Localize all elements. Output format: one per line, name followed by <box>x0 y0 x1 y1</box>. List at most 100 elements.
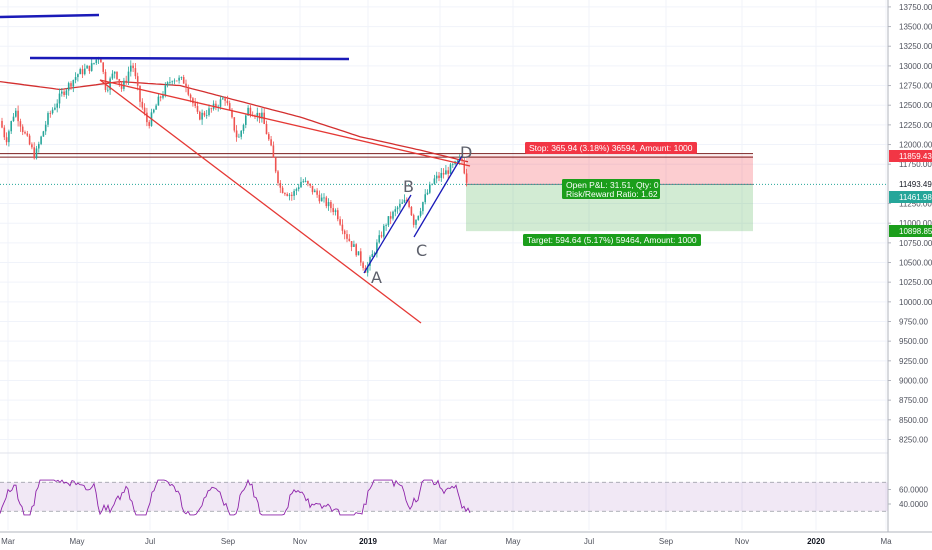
candle-body <box>242 124 245 131</box>
candle-body <box>61 91 63 94</box>
candle-body <box>452 164 454 166</box>
candle-body <box>132 65 134 69</box>
candle-body <box>118 79 121 84</box>
candle-body <box>316 190 318 195</box>
candle-body <box>394 209 397 212</box>
candle-body <box>419 211 422 216</box>
candle-body <box>245 115 247 125</box>
candle-body <box>311 185 314 193</box>
wave-label-a: A <box>371 268 382 287</box>
candle-body <box>366 265 369 273</box>
candle-body <box>180 77 183 78</box>
candle-body <box>387 216 390 226</box>
candle-body <box>341 224 344 231</box>
price-tag-bg <box>889 225 932 237</box>
candle-body <box>265 123 268 135</box>
candle-body <box>272 145 275 158</box>
candle-body <box>31 144 33 148</box>
price-tick-label: 9500.00 <box>899 337 928 346</box>
candle-body <box>56 103 58 108</box>
candle-body <box>134 68 137 77</box>
time-tick-label: Mar <box>433 537 447 546</box>
candle-body <box>429 184 431 193</box>
rsi-line <box>0 478 471 516</box>
candle-body <box>357 251 360 256</box>
time-tick-label: 2019 <box>359 537 377 546</box>
candle-body <box>256 112 259 117</box>
price-tick-label: 10250.00 <box>899 278 932 287</box>
candle-body <box>21 126 24 133</box>
price-tick-label: 9250.00 <box>899 357 928 366</box>
candle-body <box>293 190 295 196</box>
candle-body <box>226 100 229 104</box>
candle-body <box>440 172 443 178</box>
candle-body <box>1 120 3 128</box>
price-axis-bg <box>888 0 932 550</box>
time-tick-label: Ma <box>880 537 892 546</box>
candle-body <box>63 91 65 95</box>
candle-body <box>268 134 270 140</box>
candle-body <box>424 194 426 203</box>
candle-body <box>355 244 357 256</box>
candle-body <box>159 96 162 98</box>
candle-body <box>304 181 307 182</box>
candle-body <box>240 130 242 137</box>
stop-label-bg <box>525 142 697 154</box>
price-tag-label: 11493.49 <box>899 180 932 189</box>
candle-body <box>295 189 298 191</box>
candle-body <box>408 200 410 207</box>
candle-body <box>415 219 417 225</box>
candle-body <box>3 127 6 138</box>
candle-body <box>72 80 75 87</box>
candle-body <box>93 62 95 64</box>
candle-body <box>300 181 302 188</box>
candle-body <box>348 238 351 242</box>
candle-body <box>182 77 185 84</box>
candle-body <box>153 109 155 113</box>
candle-body <box>222 98 224 100</box>
candle-body <box>107 89 109 91</box>
candle-body <box>327 202 330 207</box>
candle-body <box>148 122 150 126</box>
candle-body <box>318 194 321 202</box>
time-tick-label: Sep <box>221 537 236 546</box>
price-tag-label: 11461.98 <box>899 193 932 202</box>
candle-body <box>332 208 334 213</box>
candle-body <box>44 124 47 132</box>
price-tick-label: 8500.00 <box>899 416 928 425</box>
red-trend-line <box>99 79 422 324</box>
candle-body <box>371 254 374 258</box>
candle-body <box>102 62 104 72</box>
candle-body <box>130 65 132 72</box>
price-tick-label: 12000.00 <box>899 141 932 150</box>
candle-body <box>199 111 201 120</box>
candle-body <box>162 95 164 98</box>
candle-body <box>383 225 385 237</box>
candle-body <box>17 110 19 122</box>
candle-body <box>396 207 399 210</box>
candle-body <box>325 197 328 207</box>
candle-body <box>109 78 111 90</box>
trend-drawings[interactable] <box>0 13 471 324</box>
candle-body <box>201 112 203 120</box>
candle-body <box>417 215 420 220</box>
time-tick-label: May <box>69 537 84 546</box>
rsi-band <box>0 482 888 512</box>
candle-body <box>302 181 305 183</box>
candle-body <box>369 257 371 266</box>
time-tick-label: Jul <box>145 537 155 546</box>
candle-body <box>116 71 118 80</box>
candle-body <box>141 101 144 108</box>
candle-body <box>15 110 17 117</box>
time-tick-label: Mar <box>1 537 15 546</box>
candle-body <box>40 136 42 144</box>
candle-body <box>176 80 178 82</box>
price-tag-bg <box>889 191 932 203</box>
candle-body <box>38 143 40 149</box>
candle-body <box>378 235 380 243</box>
candle-body <box>270 139 272 146</box>
candle-body <box>238 136 240 138</box>
candle-body <box>42 131 45 137</box>
candle-body <box>279 182 282 188</box>
